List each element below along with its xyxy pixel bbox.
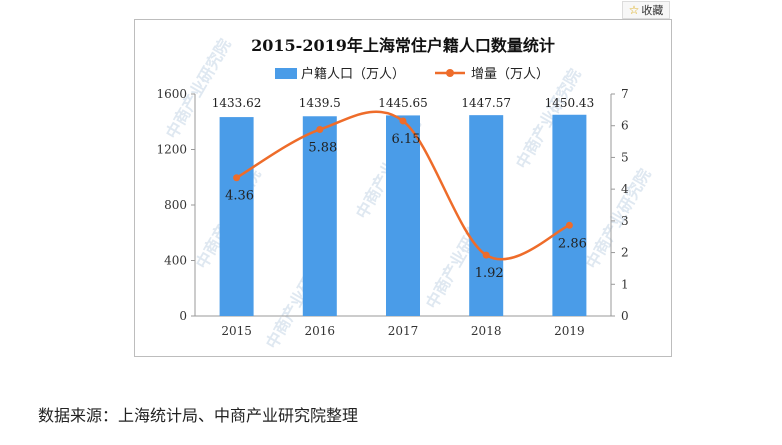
y-left-tick-label: 1600 [156, 87, 187, 101]
y-right-tick-label: 3 [621, 214, 629, 228]
bar [386, 115, 420, 316]
star-icon: ☆ [628, 3, 640, 17]
line-point [316, 126, 324, 134]
y-right-tick-label: 5 [621, 150, 629, 164]
bar-value-label: 1450.43 [545, 96, 595, 110]
line-point [399, 117, 407, 125]
y-left-tick-label: 1200 [156, 143, 187, 157]
line-value-label: 1.92 [475, 266, 504, 281]
watermark-text: 中商产业研究院 [582, 165, 654, 272]
y-right-tick-label: 4 [621, 182, 629, 196]
legend-bar-label: 户籍人口（万人） [301, 66, 405, 82]
bar [219, 117, 254, 316]
x-tick-label: 2015 [221, 324, 252, 338]
x-tick-label: 2017 [388, 324, 419, 338]
y-left-tick-label: 800 [164, 198, 187, 212]
chart-title: 2015-2019年上海常住户籍人口数量统计 [251, 36, 555, 55]
line-value-label: 4.36 [225, 189, 254, 204]
y-left-tick-label: 0 [179, 309, 187, 323]
bar-value-label: 1447.57 [461, 96, 511, 110]
chart-svg: 中商产业研究院中商产业研究院中商产业研究院中商产业研究院中商产业研究院中商产业研… [156, 35, 654, 352]
bar-value-label: 1433.62 [212, 96, 262, 110]
legend-bar-swatch [275, 68, 297, 79]
bar-value-label: 1439.5 [299, 96, 341, 110]
bar [552, 114, 587, 316]
x-tick-label: 2019 [554, 324, 585, 338]
favorite-button[interactable]: ☆ 收藏 [622, 1, 670, 19]
line-point [565, 221, 573, 229]
line-value-label: 6.15 [392, 132, 421, 147]
bar [469, 115, 504, 317]
data-source-note: 数据来源：上海统计局、中商产业研究院整理 [38, 406, 359, 425]
line-series: 4.36 5.88 6.15 1.92 2.86 [225, 110, 587, 281]
legend-line-marker [446, 69, 454, 77]
y-right-tick-label: 1 [621, 277, 629, 291]
favorite-label: 收藏 [641, 4, 664, 17]
line-value-label: 5.88 [308, 141, 337, 156]
legend-line-label: 增量（万人） [471, 67, 549, 82]
legend: 户籍人口（万人） 增量（万人） [275, 66, 549, 82]
line-path [235, 110, 570, 261]
line-point [482, 251, 490, 259]
y-right-tick-label: 7 [621, 87, 629, 101]
chart-container: 中商产业研究院中商产业研究院中商产业研究院中商产业研究院中商产业研究院中商产业研… [134, 19, 672, 357]
y-right-tick-label: 0 [621, 309, 629, 323]
bar-value-label: 1445.65 [378, 96, 428, 110]
y-right-tick-label: 2 [621, 246, 629, 260]
bar-series: 1433.62 1439.5 1445.65 1447.57 1450.43 [212, 96, 595, 317]
line-point [233, 174, 241, 182]
x-tick-label: 2018 [471, 324, 502, 338]
line-value-label: 2.86 [558, 236, 587, 251]
x-tick-label: 2016 [305, 324, 336, 338]
y-right-tick-label: 6 [621, 119, 629, 133]
y-left-tick-label: 400 [164, 254, 187, 268]
bar [302, 116, 337, 316]
